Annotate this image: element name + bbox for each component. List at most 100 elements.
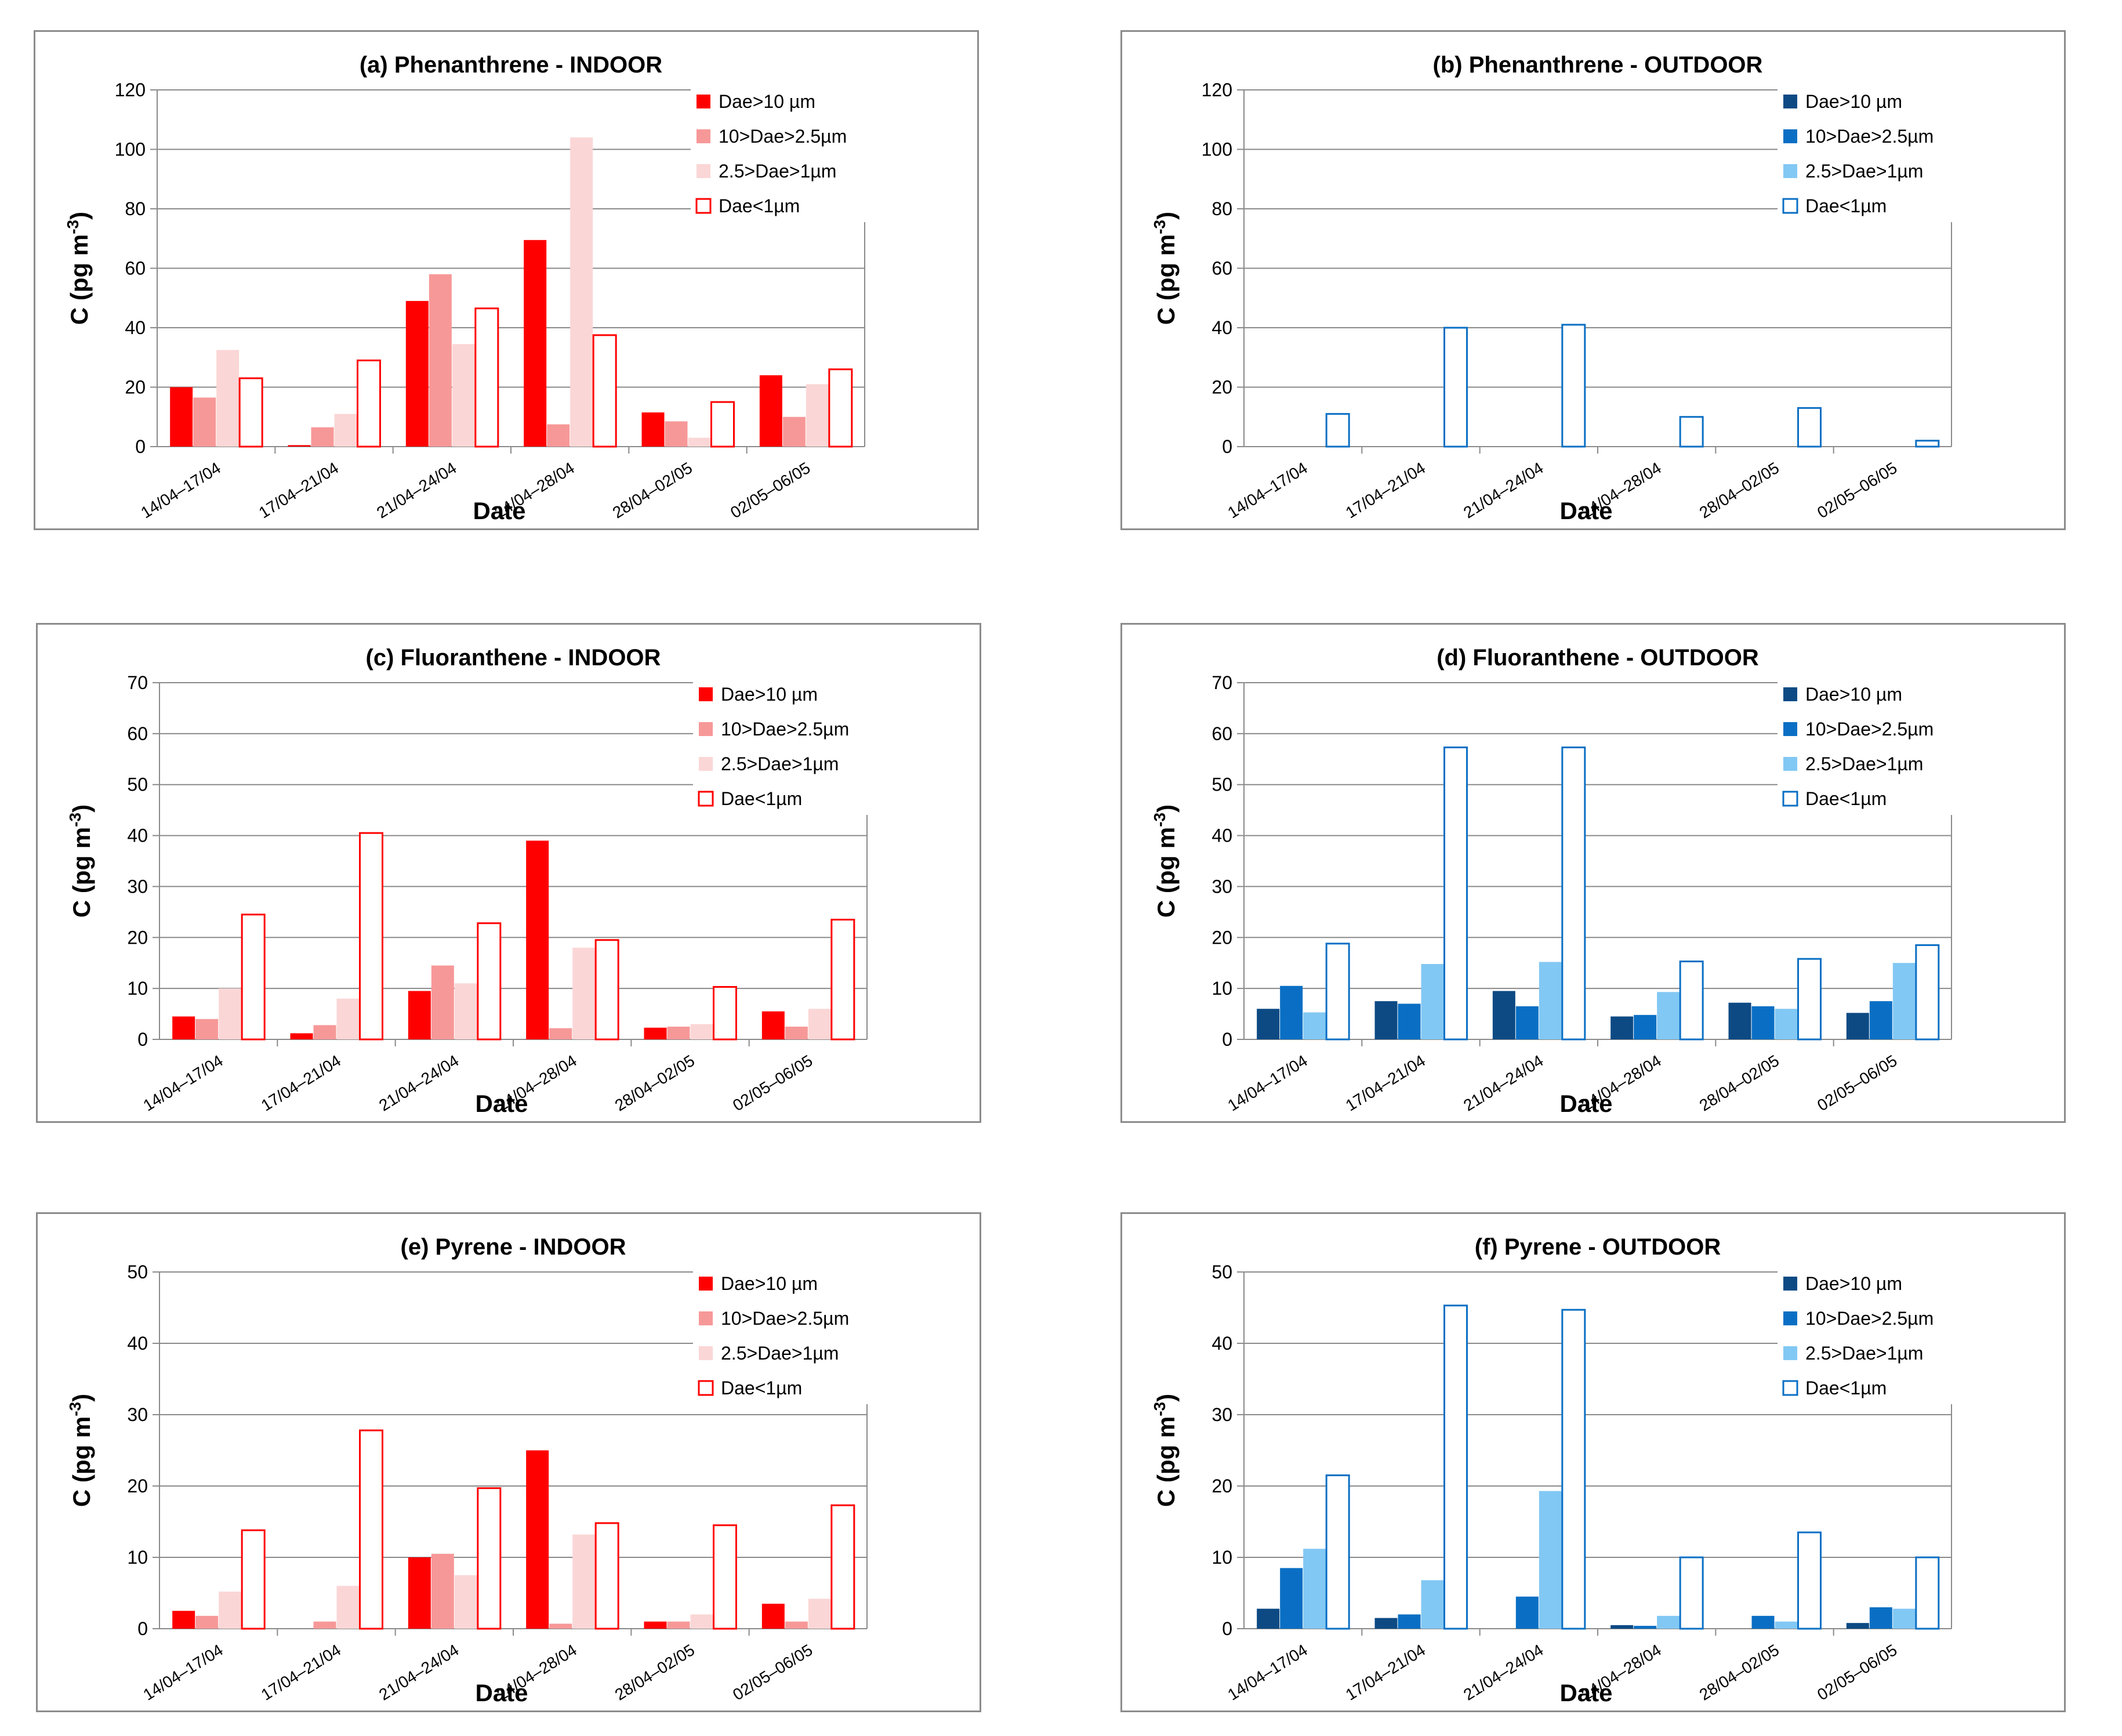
x-tick-label: 21/04–24/04	[1460, 1052, 1546, 1115]
legend-swatch-1	[1783, 129, 1797, 143]
legend-swatch-1	[1783, 722, 1797, 736]
legend-background	[693, 676, 884, 815]
legend-swatch-1	[1783, 1311, 1797, 1325]
legend-label-3: Dae<1µm	[719, 195, 800, 216]
y-tick-label: 20	[1211, 927, 1232, 948]
bar-f-s0-c3	[1610, 1625, 1634, 1629]
bar-f-s1-c4	[1751, 1615, 1775, 1629]
y-tick-label: 40	[1211, 825, 1232, 846]
bar-e-s1-c2	[431, 1553, 454, 1629]
legend-swatch-2	[1783, 757, 1797, 771]
bar-d-s0-c1	[1374, 1001, 1398, 1039]
bar-e-s3-c2	[477, 1487, 502, 1630]
legend-swatch-2	[697, 164, 710, 178]
chart-panel-a: (a) Phenanthrene - INDOOR 0 20 40 60 80 100 120…	[34, 30, 979, 530]
bar-a-s2-c1	[334, 414, 357, 447]
legend-label-1: 10>Dae>2.5µm	[1805, 719, 1934, 740]
bar-c-s3-c1	[359, 832, 383, 1041]
bar-d-s1-c4	[1751, 1006, 1775, 1039]
legend-label-1: 10>Dae>2.5µm	[1805, 1308, 1934, 1329]
bar-e-s2-c5	[808, 1599, 831, 1629]
bar-d-s0-c0	[1257, 1009, 1280, 1039]
bar-c-s3-c3	[594, 939, 619, 1041]
bar-b-s3-c3	[1679, 416, 1704, 448]
x-axis-title: Date	[1559, 1679, 1612, 1706]
legend-label-2: 2.5>Dae>1µm	[1805, 1343, 1923, 1364]
y-tick-label: 20	[127, 927, 148, 948]
bar-c-s1-c5	[785, 1027, 808, 1039]
bar-f-s3-c3	[1679, 1556, 1704, 1630]
bar-b-s3-c0	[1325, 413, 1350, 448]
y-tick-label: 60	[1211, 723, 1232, 744]
bar-a-s0-c4	[641, 412, 665, 447]
legend-swatch-2	[699, 757, 713, 771]
legend-background	[691, 83, 882, 222]
y-axis-title-main: C (pg m	[66, 234, 93, 325]
bar-a-s0-c3	[524, 240, 547, 447]
bar-f-s0-c5	[1846, 1623, 1869, 1629]
chart-title: (d) Fluoranthene - OUTDOOR	[1437, 645, 1759, 671]
bar-d-s3-c0	[1325, 943, 1350, 1041]
y-tick-label: 10	[1211, 978, 1232, 999]
bar-d-s3-c3	[1679, 961, 1704, 1041]
bar-c-s2-c4	[690, 1024, 713, 1039]
bar-c-s0-c1	[290, 1033, 313, 1039]
y-tick-label: 0	[1222, 1618, 1232, 1639]
x-tick-label: 28/04–02/05	[1696, 459, 1782, 522]
bar-a-s1-c2	[429, 274, 452, 447]
legend-label-2: 2.5>Dae>1µm	[721, 1343, 839, 1364]
bar-a-s0-c1	[288, 445, 311, 447]
bar-e-s3-c0	[241, 1529, 266, 1630]
bar-c-s2-c1	[336, 998, 360, 1039]
x-tick-label: 17/04–21/04	[256, 459, 342, 522]
legend-swatch-3	[1782, 1380, 1798, 1396]
x-tick-label: 14/04–17/04	[137, 459, 223, 522]
y-axis-title-end: )	[68, 804, 95, 813]
y-tick-label: 20	[127, 1476, 148, 1496]
y-tick-label: 50	[127, 774, 148, 795]
bar-c-s3-c0	[241, 914, 266, 1041]
legend-background	[1778, 1265, 1969, 1404]
bar-e-s1-c5	[785, 1621, 808, 1629]
bar-f-s2-c1	[1421, 1580, 1444, 1629]
bar-f-s3-c5	[1915, 1556, 1940, 1630]
y-tick-label: 80	[125, 198, 146, 219]
bar-d-s1-c2	[1515, 1006, 1539, 1039]
legend-label-3: Dae<1µm	[721, 1378, 802, 1398]
x-tick-label: 17/04–21/04	[1343, 459, 1428, 522]
y-axis-title-main: C (pg m	[1152, 1416, 1180, 1507]
bar-c-s0-c3	[526, 840, 549, 1039]
bar-c-s3-c4	[713, 986, 737, 1041]
bar-a-s1-c3	[547, 424, 570, 447]
bar-c-s3-c2	[477, 922, 502, 1041]
x-tick-label: 28/04–02/05	[1696, 1052, 1782, 1115]
y-tick-label: 70	[127, 672, 148, 693]
x-tick-label: 17/04–21/04	[1343, 1052, 1428, 1115]
x-tick-label: 02/05–06/05	[730, 1641, 815, 1704]
legend-label-0: Dae>10 µm	[719, 91, 815, 112]
y-tick-label: 40	[127, 825, 148, 846]
chart-title: (b) Phenanthrene - OUTDOOR	[1433, 52, 1763, 78]
legend-background	[693, 1265, 884, 1404]
x-tick-label: 28/04–02/05	[612, 1641, 698, 1704]
y-tick-label: 30	[127, 876, 148, 897]
chart-panel-c: (c) Fluoranthene - INDOOR 0 10 20 30 40 50 60 70…	[36, 623, 981, 1123]
bar-b-s3-c1	[1443, 327, 1468, 448]
bar-a-s3-c1	[357, 359, 381, 448]
bar-d-s2-c2	[1539, 962, 1562, 1039]
x-axis-title: Date	[473, 497, 525, 524]
y-tick-label: 40	[127, 1333, 148, 1354]
y-axis-title: C (pg m-3)	[66, 804, 95, 918]
y-tick-label: 20	[125, 377, 146, 398]
bar-c-s1-c4	[667, 1027, 690, 1039]
chart-title: (a) Phenanthrene - INDOOR	[360, 52, 662, 78]
legend-background	[1778, 676, 1969, 815]
chart-e: (e) Pyrene - INDOOR 0 10 20 30 40 50 14/04–17/0…	[66, 1234, 884, 1706]
bar-e-s1-c3	[549, 1623, 572, 1629]
x-tick-label: 21/04–24/04	[1460, 459, 1546, 522]
legend-swatch-1	[699, 1311, 713, 1325]
legend-swatch-0	[699, 1277, 713, 1291]
y-tick-label: 0	[1222, 1029, 1232, 1050]
x-tick-label: 21/04–24/04	[1460, 1641, 1546, 1704]
y-tick-label: 100	[1202, 139, 1232, 160]
